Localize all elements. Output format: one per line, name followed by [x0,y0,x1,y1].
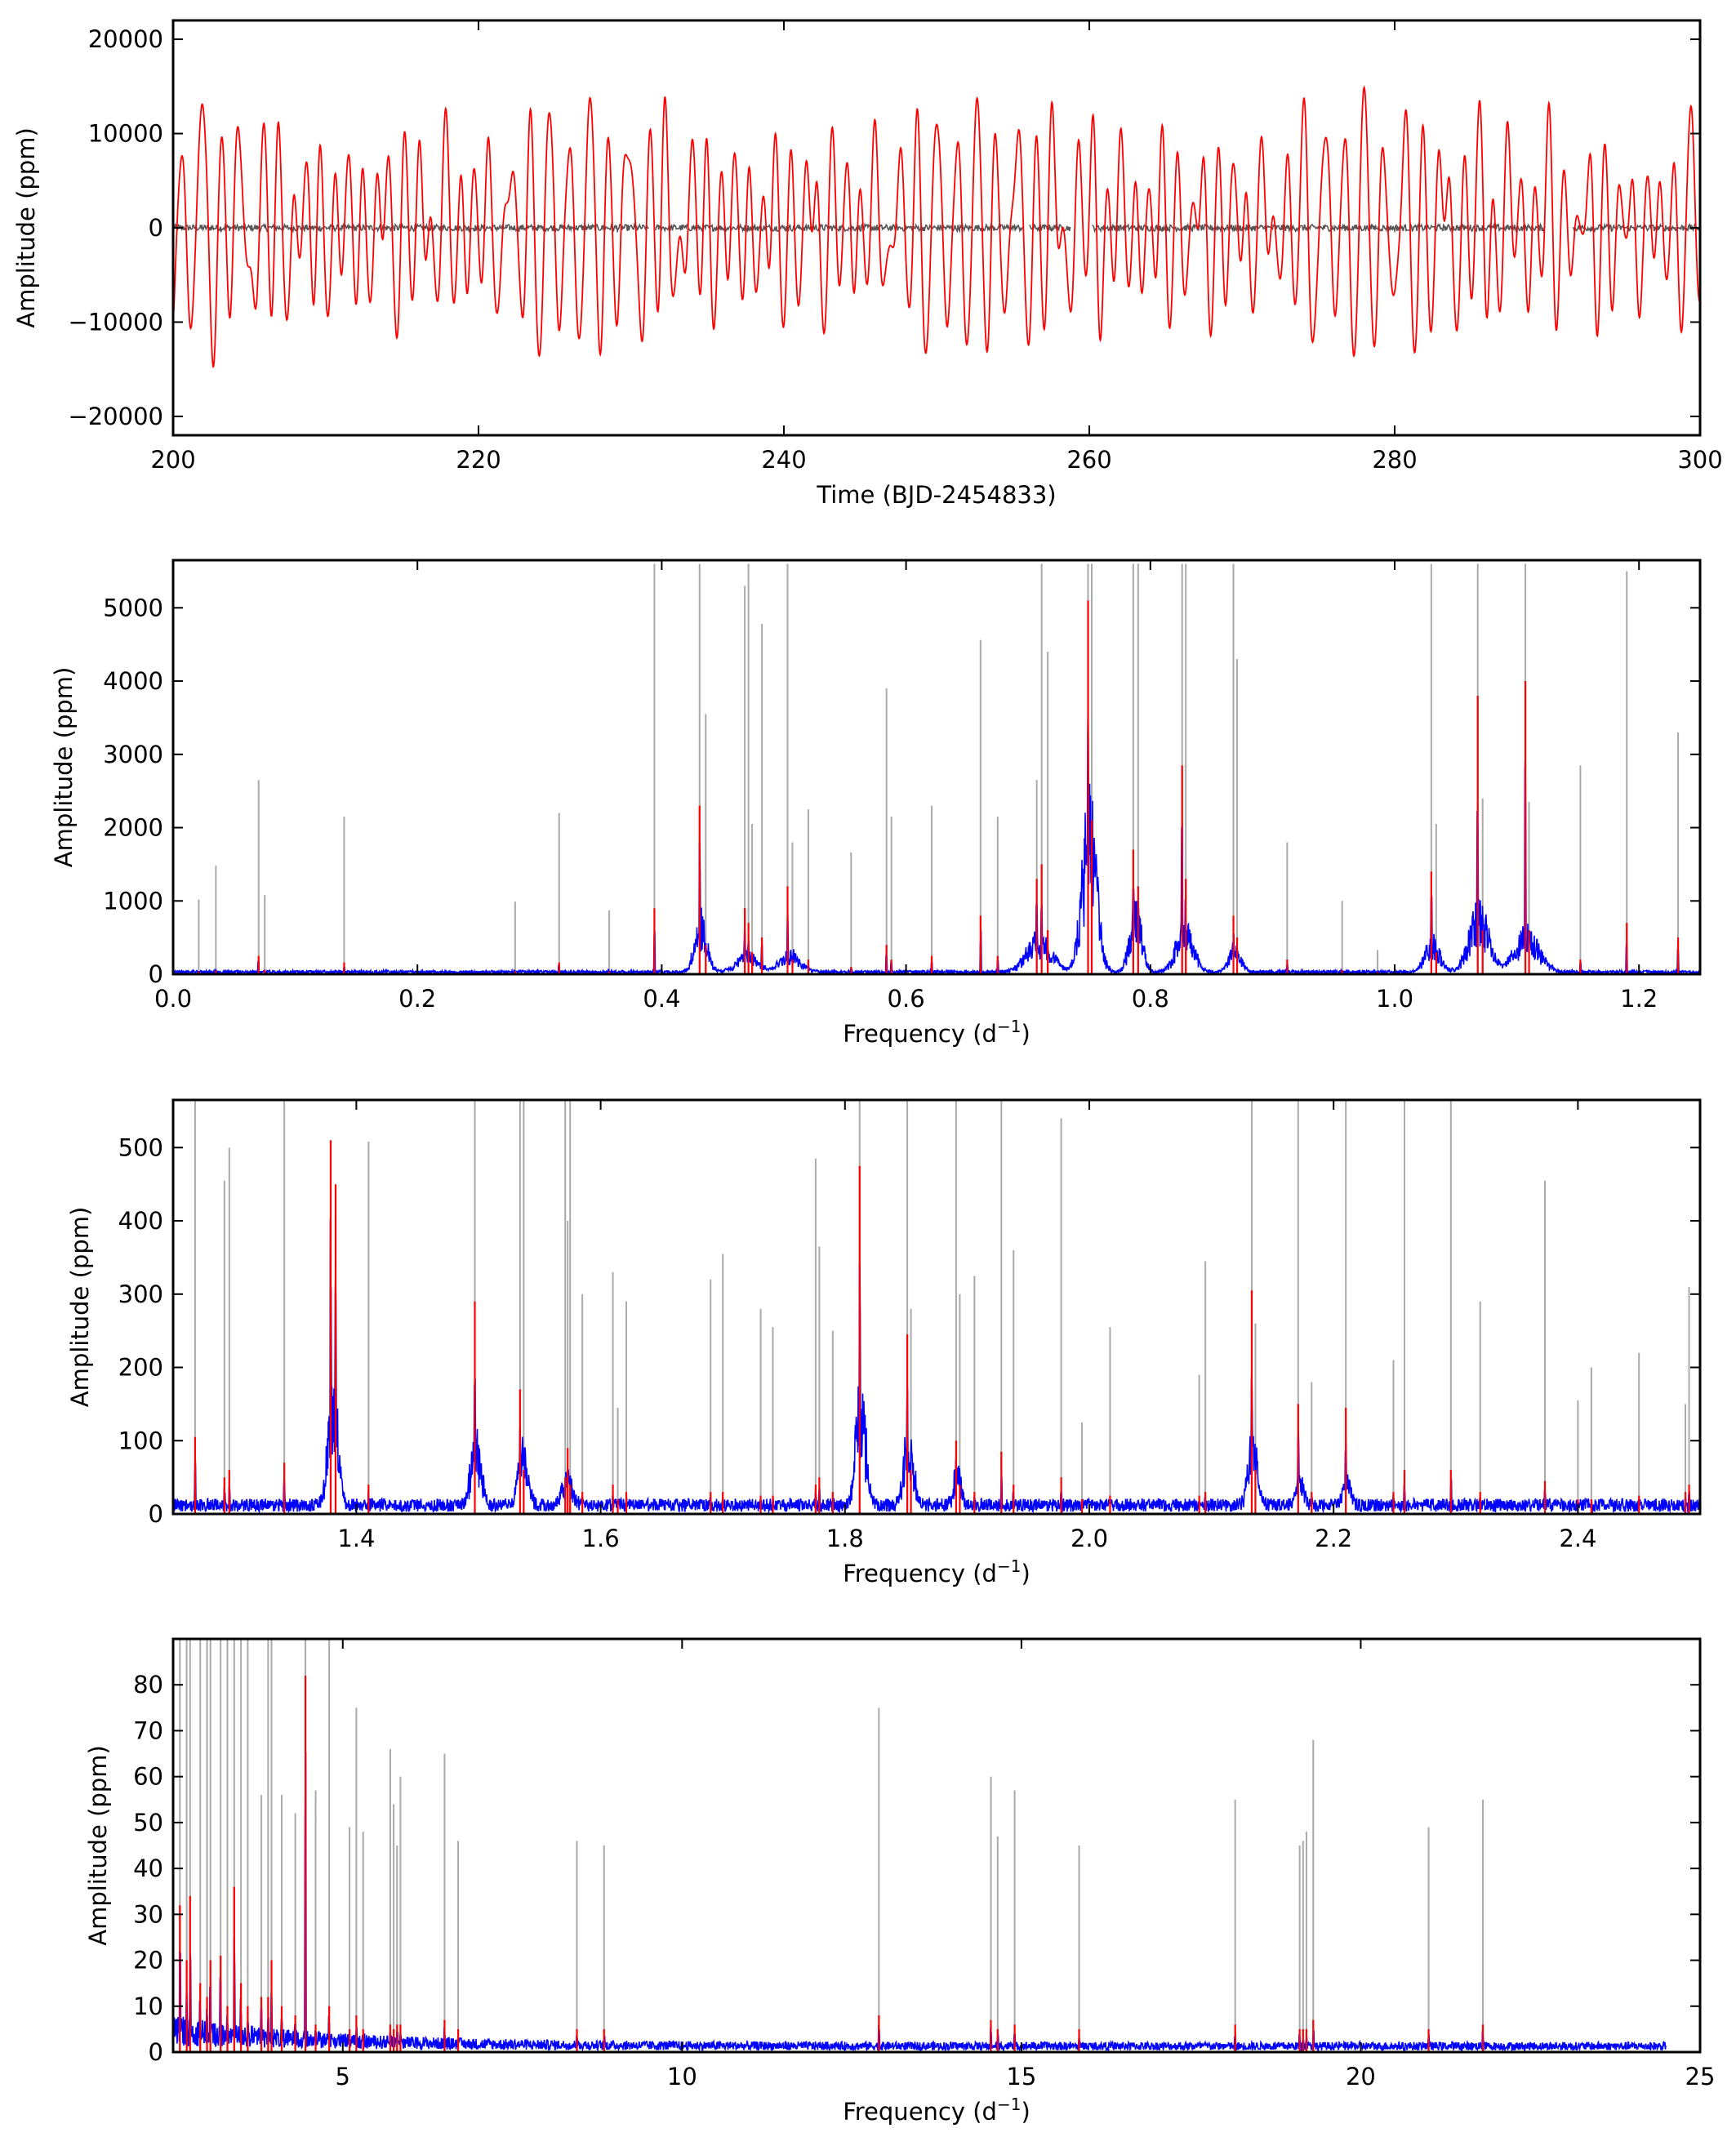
y-tick-label: 10000 [88,120,163,148]
x-tick-label: 300 [1677,446,1722,474]
y-tick-label: −10000 [68,308,163,336]
x-axis-label: Frequency (d−1) [843,1017,1030,1048]
plot-area [173,1639,1667,2052]
y-tick-label: 0 [149,2038,163,2066]
x-tick-label: 1.4 [337,1525,375,1552]
y-tick-label: 100 [118,1427,163,1454]
y-tick-label: 300 [118,1280,163,1308]
y-tick-label: 20000 [88,25,163,53]
axes-frame [171,19,1702,437]
x-tick-label: 1.6 [582,1525,620,1552]
x-tick-label: 0.6 [888,985,925,1013]
axes-frame [171,1098,1702,1516]
y-tick-label: −20000 [68,403,163,430]
frequency-marks [179,1639,1485,2052]
amplitude-spectrum [173,1752,1667,2052]
y-tick-label: 0 [149,1500,163,1528]
x-tick-label: 15 [1006,2063,1036,2090]
y-tick-label: 4000 [103,667,163,695]
y-tick-label: 30 [133,1900,163,1928]
x-tick-label: 1.8 [826,1525,864,1552]
y-tick-label: 200 [118,1354,163,1382]
x-tick-label: 0.8 [1132,985,1169,1013]
x-tick-label: 240 [761,446,806,474]
y-tick-label: 3000 [103,741,163,768]
fit-peaks [198,600,1680,974]
y-axis-label: Amplitude (ppm) [66,1207,94,1408]
x-tick-label: 0.2 [398,985,436,1013]
y-tick-label: 1000 [103,887,163,915]
x-tick-label: 260 [1066,446,1111,474]
panel-1: 200 220 240 260 280 300 −20000 −10000 0 10000 2000… [12,19,1723,509]
y-tick-label: 20 [133,1947,163,1975]
y-tick-label: 0 [149,214,163,242]
x-tick-label: 1.2 [1620,985,1658,1013]
fit-peaks [194,1140,1690,1514]
panel-4: 5 10 15 20 25 0 10 20 30 40 50 60 70 80 Frequency (d−1… [84,1637,1716,2126]
plot-area [173,563,1700,974]
y-tick-label: 50 [133,1809,163,1837]
x-axis-label: Time (BJD-2454833) [816,481,1056,509]
x-axis-label: Frequency (d−1) [843,1556,1030,1587]
x-tick-label: 2.2 [1315,1525,1352,1552]
axes-frame [171,1637,1702,2054]
x-tick-label: 0.0 [154,985,192,1013]
y-tick-label: 5000 [103,594,163,621]
amplitude-spectrum [173,1218,1700,1514]
model-series [173,85,1700,368]
plot-area [173,1100,1700,1514]
frequency-marks [198,563,1680,974]
x-axis-label: Frequency (d−1) [843,2095,1030,2126]
plot-area [173,85,1700,368]
x-tick-label: 0.4 [643,985,680,1013]
y-axis-label: Amplitude (ppm) [50,667,78,868]
y-tick-label: 2000 [103,814,163,842]
y-tick-label: 80 [133,1671,163,1699]
x-tick-label: 280 [1372,446,1417,474]
y-tick-label: 60 [133,1763,163,1791]
x-tick-label: 2.0 [1071,1525,1108,1552]
x-tick-label: 220 [456,446,501,474]
x-tick-label: 2.4 [1559,1525,1596,1552]
y-tick-label: 10 [133,1992,163,2020]
x-tick-label: 10 [667,2063,697,2090]
x-tick-label: 20 [1346,2063,1376,2090]
y-axis-label: Amplitude (ppm) [12,127,40,328]
x-tick-label: 25 [1685,2063,1716,2090]
y-tick-label: 70 [133,1716,163,1744]
panel-2: 0.0 0.2 0.4 0.6 0.8 1.0 1.2 0 1000 2000 3000 4000 50… [50,559,1702,1048]
y-axis-label: Amplitude (ppm) [84,1745,112,1946]
panel-3: 1.4 1.6 1.8 2.0 2.2 2.4 0 100 200 300 400 500 Freque… [66,1098,1702,1587]
y-tick-label: 40 [133,1854,163,1882]
x-tick-label: 200 [150,446,195,474]
y-tick-label: 400 [118,1207,163,1235]
fit-peaks [179,1675,1485,2052]
frequency-marks [194,1100,1690,1514]
y-tick-label: 0 [149,960,163,988]
x-tick-label: 1.0 [1376,985,1413,1013]
axes-frame [171,559,1702,976]
x-tick-label: 5 [336,2063,350,2090]
amplitude-spectrum [173,697,1700,974]
y-tick-label: 500 [118,1133,163,1161]
residual-series [173,222,1700,234]
